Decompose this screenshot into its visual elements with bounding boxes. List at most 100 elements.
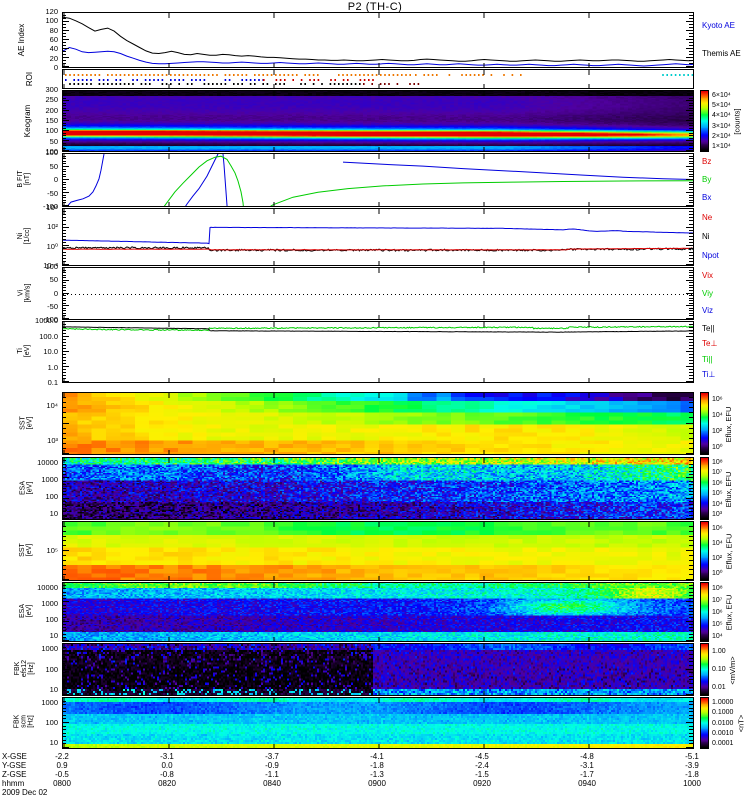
fbk-e12-colorbar-tick: 0.01 xyxy=(712,683,726,691)
sst-ion-colorbar-tick: 10² xyxy=(712,427,723,435)
esa-ion-y-tick-label: 10 xyxy=(49,509,58,518)
axis-row-label-ygse: Y-GSE xyxy=(2,761,27,770)
velocity-panel xyxy=(62,267,694,320)
ae-index-y-tick-label: 80 xyxy=(49,25,58,35)
fbk-e12-tick-column xyxy=(686,643,693,696)
fbk-scm-spectrogram xyxy=(63,698,693,748)
axis-value: -4.8 xyxy=(580,752,594,761)
velocity-tick-column xyxy=(62,267,69,320)
ae-index-y-tick-label: 60 xyxy=(49,35,58,44)
keogram-panel xyxy=(62,90,694,152)
sst-electron-colorbar-tick: 10⁴ xyxy=(712,540,723,547)
keogram-tick-column xyxy=(686,90,693,152)
sst-ion-colorbar xyxy=(700,392,709,455)
sst-ion-tick-column xyxy=(686,392,693,455)
legend-label-bx: Bx xyxy=(702,193,712,202)
keogram-y-tick-label: 100 xyxy=(45,126,58,136)
axis-value: -3.9 xyxy=(685,761,699,770)
legend-label-te: Te|| xyxy=(702,323,715,333)
esa-electron-panel xyxy=(62,582,694,642)
legend-label-ne: Ne xyxy=(702,212,713,222)
axis-value: 1000 xyxy=(683,779,701,788)
legend-label-themisae: Themis AE xyxy=(702,49,741,58)
axis-value: 0840 xyxy=(263,779,281,788)
sst-electron-tick-column xyxy=(686,521,693,581)
ae-index-y-tick-label: 0 xyxy=(53,63,58,72)
keogram-y-tick-label: 100 xyxy=(45,147,58,156)
keogram-y-tick-label: 250 xyxy=(45,95,58,105)
keogram-colorbar-tick: 4×10⁴ xyxy=(712,112,731,120)
axis-value: -1.1 xyxy=(265,770,279,779)
fbk-e12-y-tick-label: 100 xyxy=(45,664,58,674)
esa-ion-colorbar-tick: 10³ xyxy=(712,511,723,519)
temperature-y-tick-label: 100.0 xyxy=(39,331,58,341)
esa-ion-colorbar-tick: 10⁴ xyxy=(712,500,723,508)
sst-electron-colorbar xyxy=(700,521,709,581)
axis-value: 0.0 xyxy=(161,761,173,770)
esa-electron-y-tick-label: 1000 xyxy=(41,599,58,608)
sst-electron-spectrogram xyxy=(63,522,693,580)
esa-electron-colorbar-tick: 10⁷ xyxy=(712,596,723,604)
keogram-tick-column xyxy=(62,90,69,152)
legend-label-bz: Bz xyxy=(702,157,712,166)
esa-electron-colorbar-tick: 10⁸ xyxy=(712,584,723,592)
fbk-e12-panel xyxy=(62,643,694,696)
velocity-y-tick-label: 100 xyxy=(45,262,58,271)
density-tick-column xyxy=(686,208,693,266)
fbk-e12-tick-column xyxy=(62,643,69,696)
velocity-y-tick-label: 0 xyxy=(53,288,58,298)
fbk-scm-colorbar-tick: 0.0100 xyxy=(712,719,734,727)
esa-electron-y-tick-label: 100 xyxy=(45,615,58,624)
ae-index-plot xyxy=(63,16,693,67)
esa-electron-colorbar-tick: 10⁴ xyxy=(712,632,723,640)
velocity-y-tick-label: -50 xyxy=(47,301,58,311)
axis-value: -1.8 xyxy=(685,770,699,779)
legend-label-ti: Ti⊥ xyxy=(702,370,716,380)
density-plot xyxy=(63,226,693,252)
keogram-y-tick-label: 150 xyxy=(45,116,58,125)
date-label: 2009 Dec 02 xyxy=(2,788,48,797)
bfit-y-tick-label: -50 xyxy=(47,188,58,198)
temperature-y-tick-label: 10.0 xyxy=(43,347,58,356)
sst-electron-tick-column xyxy=(62,521,69,581)
legend-label-vix: Vix xyxy=(702,270,713,280)
axis-value: -1.8 xyxy=(370,761,384,770)
esa-ion-y-tick-label: 100 xyxy=(45,492,58,501)
axis-value: -3.1 xyxy=(160,752,174,761)
bfit-y-tick-label: -100 xyxy=(42,202,58,211)
legend-label-by: By xyxy=(702,175,712,184)
fbk-scm-y-tick-label: 1000 xyxy=(41,698,58,707)
density-panel xyxy=(62,208,694,266)
keogram-spectrogram xyxy=(63,91,693,151)
fbk-scm-colorbar xyxy=(700,697,709,749)
fbk-scm-colorbar-tick: 0.1000 xyxy=(712,709,734,717)
axis-value: 0920 xyxy=(473,779,491,788)
legend-label-te: Te⊥ xyxy=(702,339,718,349)
axis-value: -3.1 xyxy=(580,761,594,770)
density-tick-column xyxy=(62,208,69,266)
sst-electron-colorbar-title: Eflux, EFU xyxy=(724,533,734,570)
bfit-tick-column xyxy=(62,153,69,207)
keogram-colorbar xyxy=(700,90,709,152)
esa-ion-colorbar-title: Eflux, EFU xyxy=(724,471,734,507)
axis-row-label-hhmm: hhmm xyxy=(2,779,25,788)
axis-value: -1.7 xyxy=(580,770,594,779)
bfit-plot xyxy=(66,154,693,206)
sst-electron-colorbar-tick: 10² xyxy=(712,555,723,562)
fbk-e12-y-tick-label: 1000 xyxy=(41,644,58,653)
esa-ion-tick-column xyxy=(686,457,693,520)
axis-value: -1.5 xyxy=(475,770,489,779)
bfit-y-tick-label: 100 xyxy=(45,148,58,157)
axis-value: -0.9 xyxy=(265,761,279,770)
keogram-y-tick-label: 50 xyxy=(49,136,58,146)
density-y-tick-label: 10⁰ xyxy=(46,241,58,251)
sst-ion-colorbar-tick: 10⁶ xyxy=(712,396,723,404)
ae-index-panel xyxy=(62,12,694,68)
sst-electron-colorbar-tick: 10⁰ xyxy=(712,570,723,577)
ae-index-y-tick-label: 40 xyxy=(49,44,58,54)
bfit-y-tick-label: 50 xyxy=(49,161,58,171)
esa-ion-tick-column xyxy=(62,457,69,520)
legend-label-npot: Npot xyxy=(702,251,719,261)
esa-electron-y-tick-label: 10 xyxy=(49,631,58,640)
sst-electron-y-tick-label: 10⁵ xyxy=(46,546,58,555)
